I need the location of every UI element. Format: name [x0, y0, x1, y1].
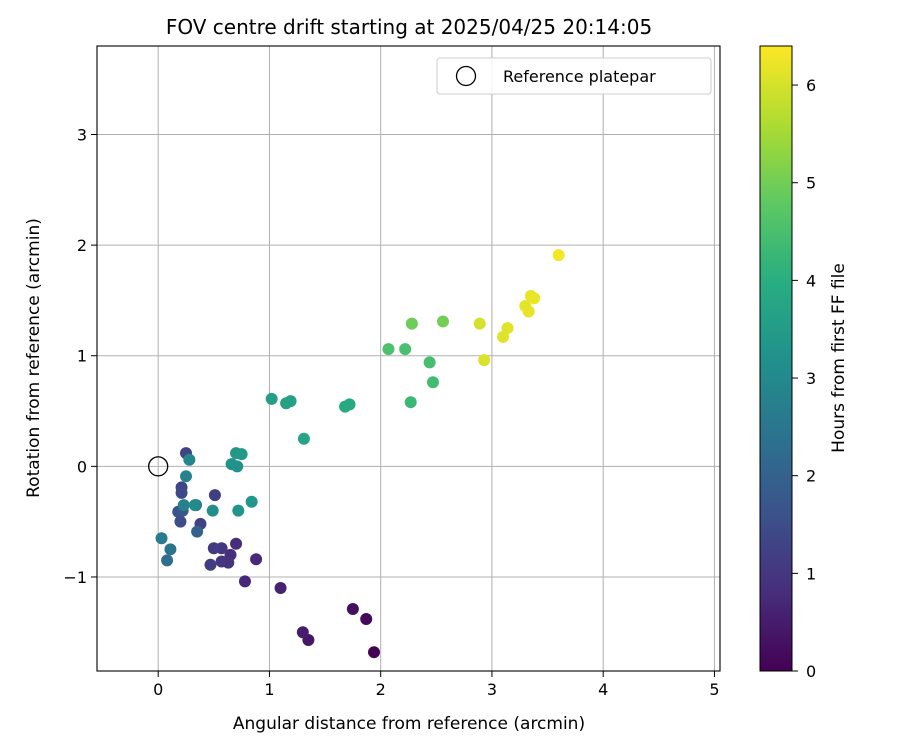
data-point — [528, 292, 541, 305]
data-point — [191, 525, 204, 538]
colorbar-tick-label: 5 — [806, 174, 816, 193]
data-point — [183, 453, 196, 466]
data-points — [155, 249, 565, 659]
data-point — [368, 646, 381, 659]
colorbar-tick-label: 2 — [806, 467, 816, 486]
data-point — [382, 343, 395, 356]
data-point — [188, 499, 201, 512]
x-tick-label: 3 — [487, 680, 497, 699]
x-axis-ticks: 0 1 2 3 4 5 — [153, 671, 720, 699]
data-point — [501, 322, 514, 335]
colorbar-tick-label: 0 — [806, 662, 816, 681]
data-point — [175, 486, 188, 499]
data-point — [265, 392, 278, 405]
plot-background — [97, 46, 720, 671]
data-point — [360, 613, 373, 626]
colorbar-tick-label: 4 — [806, 271, 816, 290]
y-axis-label: Rotation from reference (arcmin) — [24, 218, 44, 498]
x-tick-label: 4 — [598, 680, 608, 699]
legend-reference-marker-icon — [455, 65, 477, 87]
data-point — [346, 603, 359, 616]
data-point — [177, 499, 190, 512]
data-point — [522, 305, 535, 318]
data-point — [206, 504, 219, 517]
data-point — [473, 317, 486, 330]
data-point — [478, 354, 491, 367]
data-point — [343, 398, 356, 411]
y-tick-label: 0 — [77, 457, 87, 476]
y-tick-label: 1 — [77, 347, 87, 366]
data-point — [552, 249, 565, 262]
data-point — [161, 554, 174, 567]
data-point — [404, 396, 417, 409]
data-point — [225, 458, 238, 471]
y-tick-label: 2 — [77, 236, 87, 255]
data-point — [250, 553, 263, 566]
data-point — [296, 626, 309, 639]
data-point — [204, 558, 217, 571]
data-point — [238, 575, 251, 588]
plot-frame — [96, 45, 721, 672]
data-point — [426, 376, 439, 389]
data-point — [297, 432, 310, 445]
data-point — [274, 582, 287, 595]
colorbar-label: Hours from first FF file — [829, 263, 849, 453]
legend: Reference platepar — [436, 57, 712, 95]
data-point — [405, 317, 418, 330]
reference-marker — [148, 456, 169, 477]
data-point — [174, 515, 187, 528]
x-tick-label: 0 — [153, 680, 163, 699]
legend-box — [436, 57, 712, 95]
x-axis-label: Angular distance from reference (arcmin) — [233, 714, 585, 734]
y-axis-ticks: −1 0 1 2 3 — [63, 125, 97, 587]
colorbar-ticks: 0 1 2 3 4 5 6 — [792, 76, 816, 681]
plot-area — [96, 45, 721, 672]
grid-lines — [97, 46, 720, 671]
x-tick-label: 5 — [709, 680, 719, 699]
colorbar-gradient — [759, 45, 793, 672]
data-point — [399, 343, 412, 356]
data-point — [436, 315, 449, 328]
data-point — [235, 448, 248, 461]
chart-title: FOV centre drift starting at 2025/04/25 … — [166, 15, 652, 39]
x-tick-label: 2 — [376, 680, 386, 699]
data-point — [423, 356, 436, 369]
data-point — [180, 470, 192, 483]
data-point — [208, 489, 221, 502]
data-point — [232, 504, 245, 517]
data-point — [284, 395, 297, 408]
data-point — [230, 537, 243, 550]
data-point — [155, 532, 168, 545]
colorbar-tick-label: 1 — [806, 564, 816, 583]
data-point — [245, 495, 258, 508]
y-tick-label: −1 — [63, 568, 87, 587]
data-point — [497, 330, 510, 343]
colorbar-tick-label: 3 — [806, 369, 816, 388]
data-point — [207, 542, 220, 555]
x-tick-label: 1 — [264, 680, 274, 699]
colorbar: 0 1 2 3 4 5 6 Hours from first FF file — [759, 45, 849, 681]
data-point — [164, 543, 177, 556]
data-point — [215, 555, 228, 568]
colorbar-tick-label: 6 — [806, 76, 816, 95]
legend-reference-label: Reference platepar — [503, 67, 656, 86]
y-tick-label: 3 — [77, 125, 87, 144]
